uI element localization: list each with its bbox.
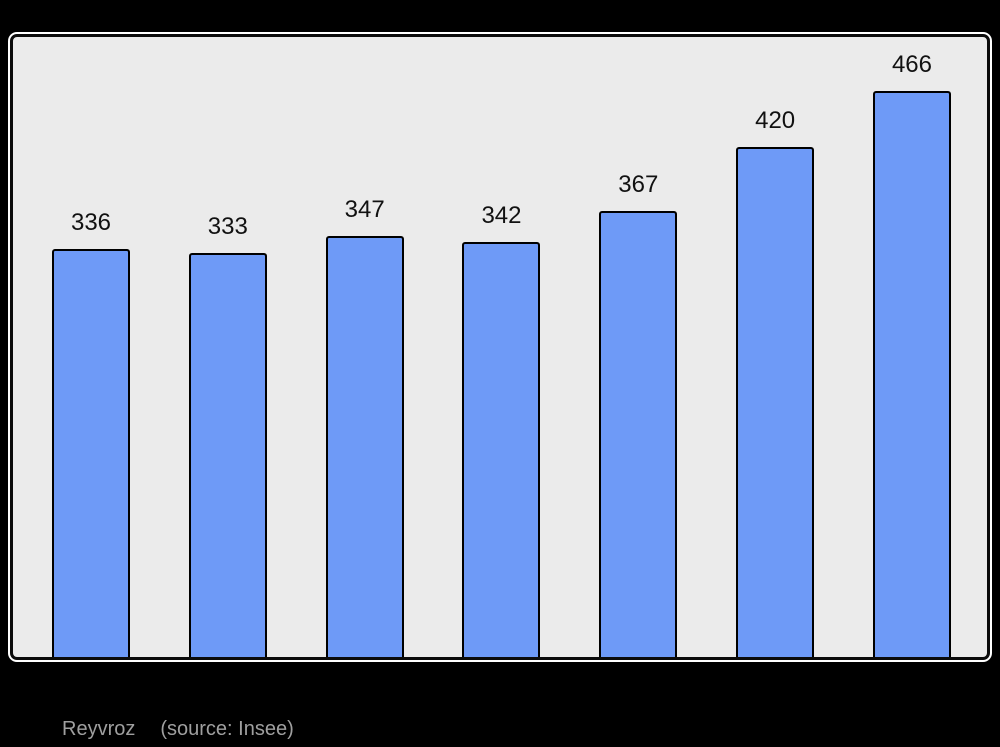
bar-slot: 336 [52, 209, 130, 657]
bar-slot: 367 [599, 171, 678, 657]
bar [462, 242, 541, 657]
bar-value-label: 342 [481, 202, 522, 229]
bar-slot: 420 [736, 107, 815, 657]
bar-slot: 342 [462, 202, 541, 657]
bar-slot: 333 [188, 213, 267, 657]
bar [599, 211, 678, 657]
bar [325, 236, 404, 657]
caption-place: Reyvroz [62, 718, 136, 740]
bar [52, 249, 130, 657]
bar-slot: 466 [872, 51, 951, 657]
bar [736, 147, 815, 657]
plot-area: 336 333 347 342 367 420 466 [10, 34, 990, 660]
caption-source: (source: Insee) [160, 718, 294, 740]
bar-value-label: 347 [344, 196, 385, 223]
chart-caption: Reyvroz (source: Insee) [62, 717, 294, 741]
bar-value-label: 420 [755, 107, 796, 134]
bar-value-label: 367 [618, 171, 659, 198]
bar-value-label: 333 [207, 213, 248, 240]
bar-slot: 347 [325, 196, 404, 657]
bar [188, 253, 267, 657]
bar-group: 336 333 347 342 367 420 466 [13, 37, 987, 657]
bar-value-label: 336 [70, 209, 112, 236]
bar [872, 91, 951, 657]
bar-value-label: 466 [891, 51, 932, 78]
